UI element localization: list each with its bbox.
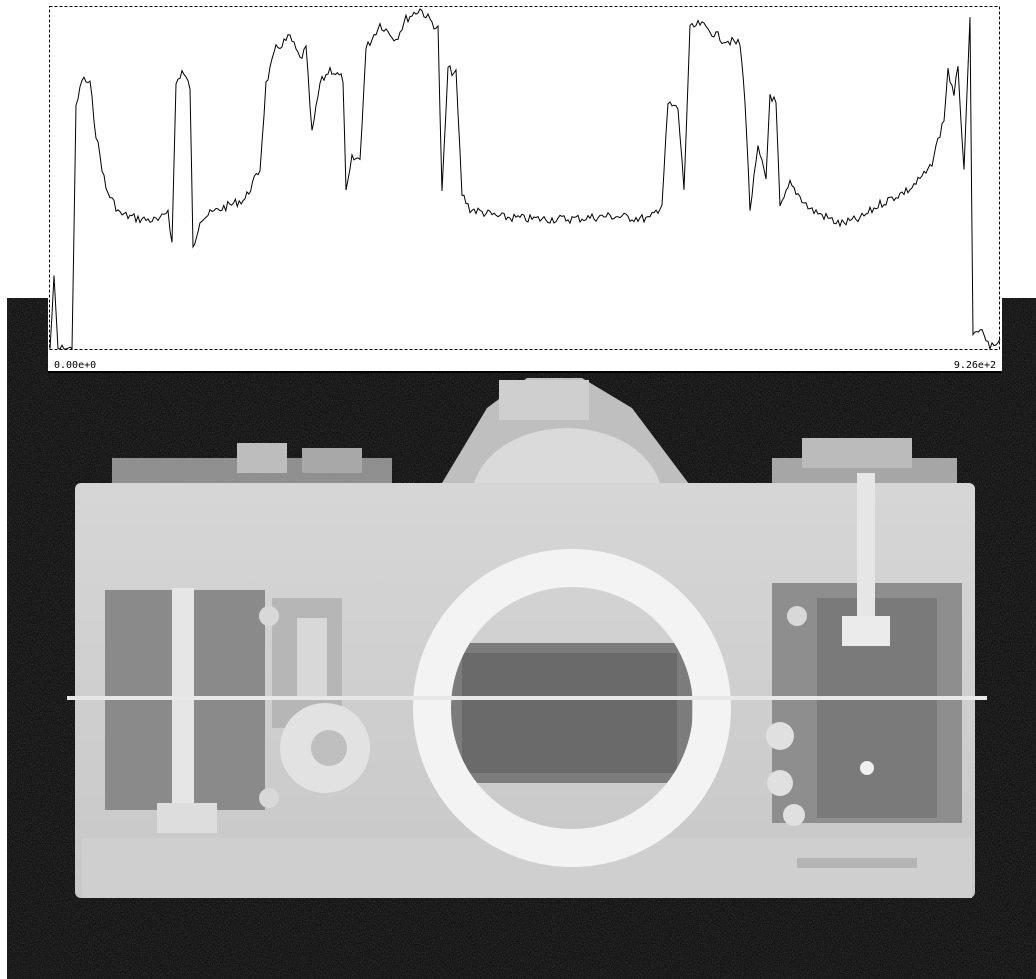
scanline-indicator [67, 696, 987, 700]
profile-plot-area [49, 6, 1001, 351]
xray-image-view[interactable] [7, 298, 1036, 979]
x-axis-min-label: 0.00e+0 [54, 360, 97, 371]
line-profile-plot[interactable]: 0.00e+0 9.26e+2 [48, 5, 1002, 373]
xray-camera-image [7, 298, 1036, 979]
x-axis-max-label: 9.26e+2 [953, 360, 996, 371]
profile-curve [49, 8, 1001, 351]
plot-frame [49, 6, 1000, 350]
